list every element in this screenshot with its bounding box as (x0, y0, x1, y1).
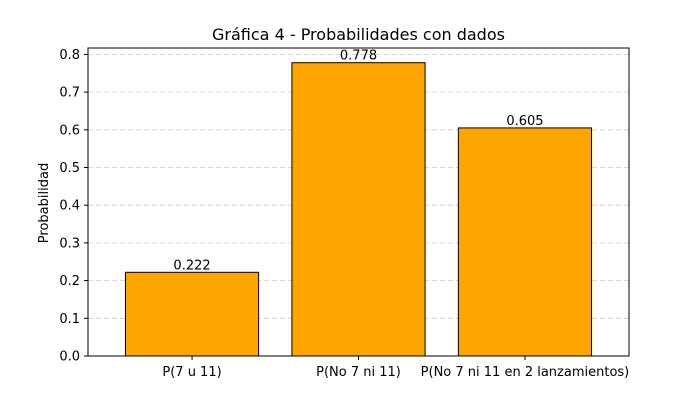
y-tick-label-1: 0.1 (59, 312, 80, 327)
data-labels: 0.222 0.778 0.605 (173, 49, 543, 274)
y-tick-label-8: 0.8 (59, 48, 80, 63)
data-label-2: 0.778 (340, 49, 377, 64)
y-tick-label-0: 0.0 (59, 350, 80, 365)
chart-title: Gráfica 4 - Probabilidades con dados (212, 25, 505, 44)
y-axis-label: Probabilidad (37, 163, 52, 243)
x-tick-label-2: P(No 7 ni 11) (316, 365, 401, 380)
bars-layer (124, 62, 593, 357)
bar-3 (457, 127, 593, 357)
data-label-3: 0.605 (506, 114, 543, 129)
x-axis-ticks: P(7 u 11) P(No 7 ni 11) P(No 7 ni 11 en 2 … (162, 356, 629, 380)
y-tick-label-2: 0.2 (59, 274, 80, 289)
bar-2 (291, 62, 426, 357)
bar-1 (124, 271, 260, 357)
y-tick-label-6: 0.6 (59, 123, 80, 138)
data-label-1: 0.222 (173, 258, 210, 273)
x-tick-label-3: P(No 7 ni 11 en 2 lanzamientos) (421, 365, 630, 380)
y-tick-label-5: 0.5 (59, 161, 80, 176)
y-tick-label-7: 0.7 (59, 86, 80, 101)
y-tick-label-4: 0.4 (59, 199, 80, 214)
y-tick-label-3: 0.3 (59, 236, 80, 251)
x-tick-label-1: P(7 u 11) (162, 365, 221, 380)
y-axis-ticks: 0.0 0.1 0.2 0.3 0.4 0.5 0.6 0.7 0.8 (59, 48, 88, 365)
